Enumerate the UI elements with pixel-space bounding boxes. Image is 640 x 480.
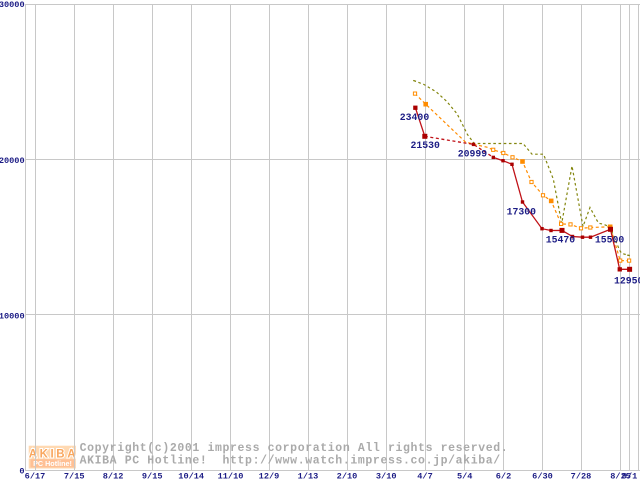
svg-text:9/15: 9/15 xyxy=(142,471,163,480)
svg-text:11/10: 11/10 xyxy=(218,471,244,480)
svg-text:6/17: 6/17 xyxy=(25,471,46,480)
svg-text:AKIBA PC Hotline! http://www.: AKIBA PC Hotline! http://www.watch.impre… xyxy=(80,455,501,468)
svg-text:30000: 30000 xyxy=(0,0,25,10)
svg-text:10000: 10000 xyxy=(0,311,25,321)
svg-text:8/12: 8/12 xyxy=(103,471,124,480)
svg-text:1/13: 1/13 xyxy=(298,471,319,480)
svg-text:17300: 17300 xyxy=(507,207,537,218)
svg-text:2/10: 2/10 xyxy=(337,471,358,480)
svg-text:12/9: 12/9 xyxy=(259,471,280,480)
svg-text:9/1: 9/1 xyxy=(622,471,637,480)
svg-text:4/7: 4/7 xyxy=(417,471,432,480)
svg-text:15470: 15470 xyxy=(546,235,576,246)
svg-text:5/4: 5/4 xyxy=(457,471,472,480)
svg-text:6/2: 6/2 xyxy=(496,471,511,480)
svg-text:AKIBA: AKIBA xyxy=(29,448,78,460)
svg-text:20999: 20999 xyxy=(458,149,488,160)
svg-text:7/15: 7/15 xyxy=(64,471,85,480)
svg-text:8/25: 8/25 xyxy=(610,471,631,480)
svg-text:21530: 21530 xyxy=(410,140,440,151)
svg-text:PC Hotline!: PC Hotline! xyxy=(33,459,72,468)
svg-text:6/30: 6/30 xyxy=(532,471,553,480)
svg-text:15500: 15500 xyxy=(595,235,625,246)
svg-text:7/28: 7/28 xyxy=(571,471,592,480)
svg-text:0: 0 xyxy=(19,467,24,477)
svg-text:10/14: 10/14 xyxy=(178,471,204,480)
svg-text:23400: 23400 xyxy=(400,112,430,123)
svg-text:Copyright(c)2001 impress corpo: Copyright(c)2001 impress corporation All… xyxy=(80,442,509,455)
svg-text:20000: 20000 xyxy=(0,156,25,166)
svg-text:12950: 12950 xyxy=(614,275,640,286)
svg-text:3/10: 3/10 xyxy=(376,471,397,480)
